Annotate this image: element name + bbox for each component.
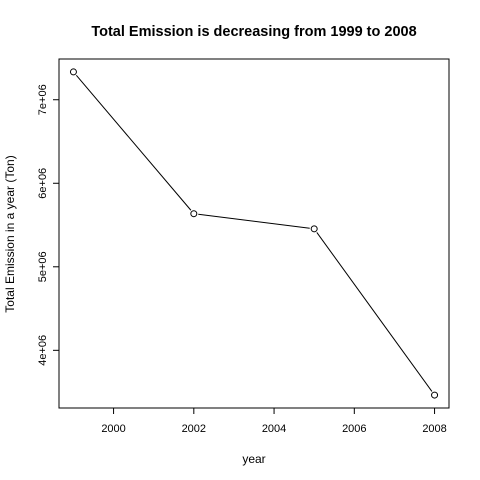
x-tick-label: 2000 [101,423,125,435]
x-tick-label: 2004 [262,423,286,435]
x-tick-label: 2002 [182,423,206,435]
y-axis-label: Total Emission in a year (Ton) [3,155,17,312]
series-line-segment [316,232,433,392]
data-point [310,225,318,233]
chart-title: Total Emission is decreasing from 1999 t… [91,24,416,40]
data-point [69,68,77,76]
x-tick-label: 2006 [342,423,366,435]
y-tick-label: 4e+06 [37,335,49,366]
plot-frame [58,58,450,409]
data-point [431,391,439,399]
x-tick-label: 2008 [422,423,446,435]
x-axis-label: year [242,452,265,466]
y-tick-label: 7e+06 [37,84,49,115]
y-axis: 4e+06 5e+06 6e+06 7e+06 [37,84,59,366]
x-axis: 2000 2002 2004 2006 2008 [101,408,447,435]
data-point [190,210,198,218]
series-layer [69,68,439,399]
series-line-segment [75,75,192,211]
y-tick-label: 6e+06 [37,168,49,199]
series-line-segment [198,213,310,229]
y-tick-label: 5e+06 [37,251,49,282]
